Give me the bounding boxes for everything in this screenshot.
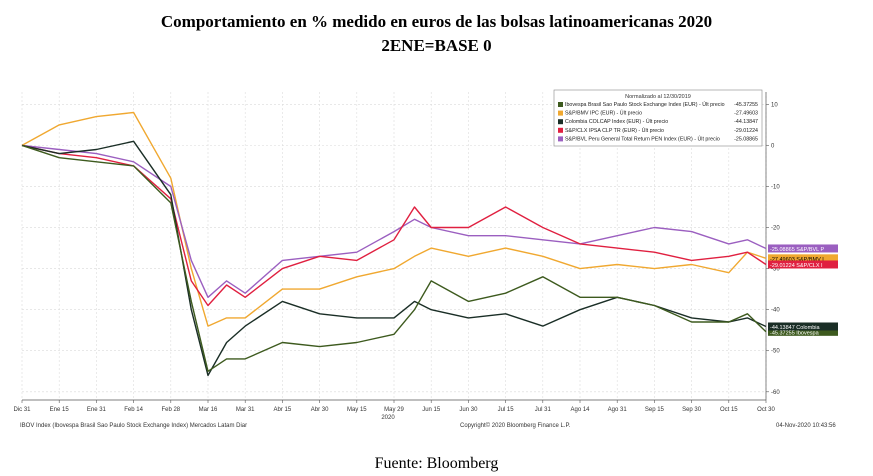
x-tick-label: Abr 15	[274, 407, 292, 413]
series-line-4	[21, 144, 767, 299]
x-tick-label: Jun 30	[459, 407, 478, 413]
series-end-tag	[768, 322, 838, 331]
legend-entry-label: S&P/BMV IPC (EUR) - Últ precio	[565, 110, 642, 117]
y-tick-label: -60	[771, 390, 780, 396]
x-tick-label: Sep 15	[645, 407, 665, 413]
y-tick-label: 10	[771, 102, 778, 108]
legend-swatch	[558, 119, 563, 125]
chart-subtitle: 2ENE=BASE 0	[381, 36, 492, 55]
x-tick-label: Dic 31	[14, 407, 31, 413]
x-tick-label: Feb 14	[124, 407, 143, 413]
legend-swatch	[558, 102, 563, 107]
series-end-tag-label: -25.08865 S&P/BVL P	[770, 247, 825, 253]
x-tick-label: Mar 16	[199, 407, 218, 413]
legend-swatch	[558, 127, 563, 133]
y-tick-label: -40	[771, 308, 780, 314]
series-end-tag	[768, 260, 838, 269]
x-tick-label: Mar 31	[236, 407, 255, 413]
series-end-tag-label: -44.13847 Colombia	[770, 325, 820, 331]
footer-index-label: IBOV Index (Ibovespa Brasil Sao Paulo St…	[20, 423, 248, 429]
x-tick-label: Ago 31	[608, 407, 628, 413]
series-line-3	[21, 144, 767, 307]
legend-entry-value: -27.49603	[734, 111, 758, 117]
legend-box	[553, 89, 763, 147]
legend-title: Normalizado al 12/30/2019	[625, 94, 691, 100]
x-tick-label: May 29	[384, 407, 404, 413]
legend-entry-label: S&P/BVL Peru General Total Return PEN In…	[565, 135, 720, 142]
series-end-tag-label: -27.49603 S&P/BMV I	[770, 257, 824, 263]
x-tick-label: Abr 30	[311, 407, 329, 413]
x-tick-label: Sep 30	[682, 407, 702, 413]
x-tick-label: Jul 31	[535, 407, 552, 413]
legend-entry-value: -45.37255	[734, 102, 758, 108]
y-tick-label: 0	[771, 143, 775, 149]
source-note: Fuente: Bloomberg	[374, 455, 499, 472]
legend-entry-label: Ibovespa Brasil Sao Paulo Stock Exchange…	[565, 101, 725, 108]
x-tick-label: Feb 28	[161, 407, 180, 413]
y-tick-label: -50	[771, 349, 780, 355]
legend-entry-value: -44.13847	[734, 119, 758, 125]
legend-swatch	[558, 110, 563, 116]
legend-entry-label: Colombia COLCAP Index (EUR) - Últ precio	[565, 118, 668, 125]
footer-copyright: Copyright© 2020 Bloomberg Finance L.P.	[460, 423, 571, 429]
x-tick-label: May 15	[347, 407, 367, 413]
x-tick-label: Jun 15	[422, 407, 441, 413]
chart-title: Comportamiento en % medido en euros de l…	[160, 12, 713, 31]
x-tick-label: Ago 14	[570, 407, 590, 413]
y-tick-label: -10	[771, 184, 780, 190]
x-tick-label: Ene 15	[50, 407, 70, 413]
x-tick-label: Oct 30	[757, 407, 775, 413]
x-tick-label: Jul 15	[498, 407, 515, 413]
series-end-tag	[768, 254, 838, 263]
series-end-tag	[768, 244, 838, 253]
series-end-tag-label: -45.37255 Ibovespa	[770, 330, 820, 336]
legend-entry-value: -25.08865	[734, 136, 758, 142]
chart-svg: 10 0 -10 -20 -30 -40 -50 -60 Dic 31 Ene 15 Ene 31 F…	[14, 89, 838, 421]
series-end-tag-label: -29.01224 S&P/CLX I	[770, 263, 823, 269]
legend-entry-label: S&P/CLX IPSA CLP TR (EUR) - Últ precio	[565, 127, 664, 134]
series-line-0	[21, 144, 767, 372]
series-line-1	[21, 111, 767, 327]
footer-timestamp: 04-Nov-2020 10:43:56	[776, 423, 836, 429]
y-tick-label: -30	[771, 267, 780, 273]
y-tick-label: -20	[771, 226, 780, 232]
x-tick-label: Ene 31	[87, 407, 107, 413]
x-axis-year-label: 2020	[381, 415, 395, 421]
x-tick-label: Oct 15	[720, 407, 738, 413]
legend-entry-value: -29.01224	[734, 128, 758, 134]
series-end-tag	[768, 327, 838, 336]
legend-swatch	[558, 136, 563, 142]
